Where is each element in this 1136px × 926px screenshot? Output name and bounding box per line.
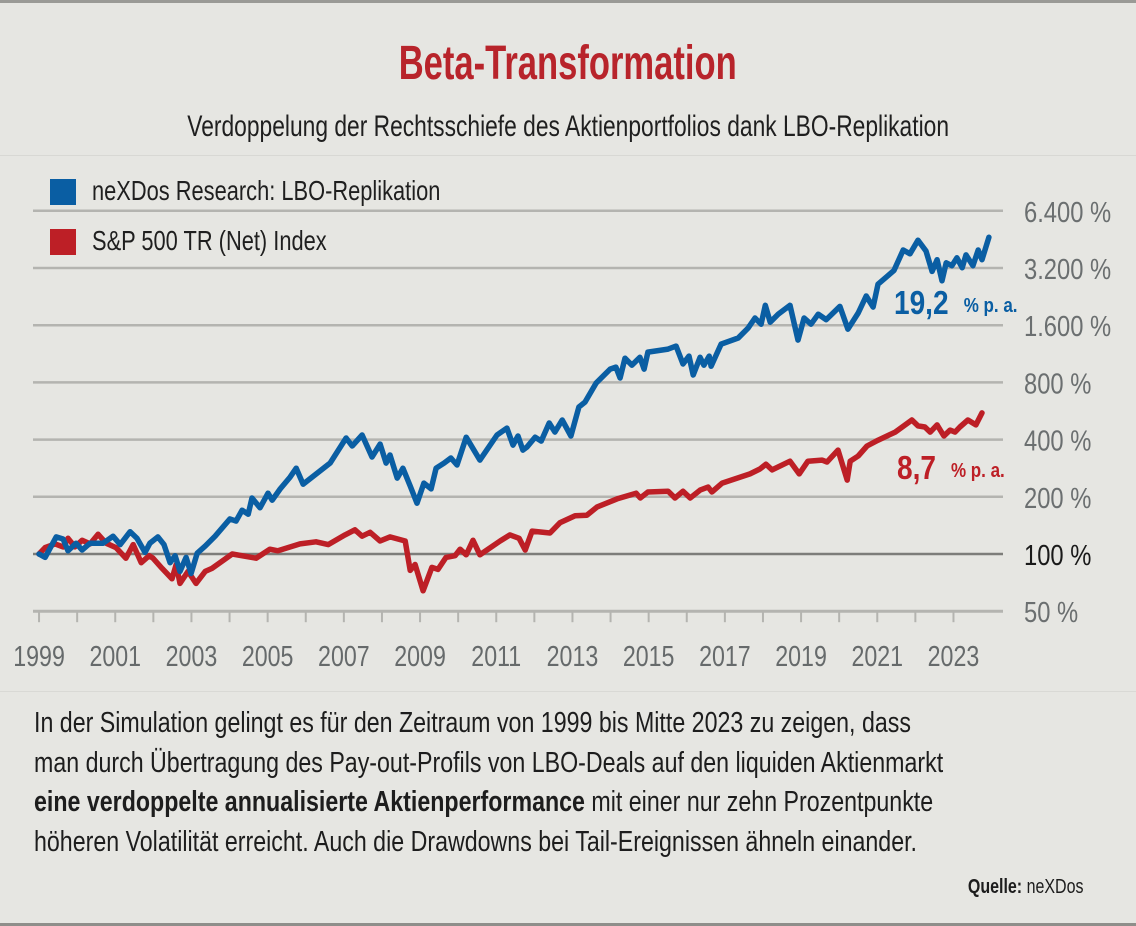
annual-return-unit: % p. a. (964, 294, 1018, 317)
x-tick-label: 2007 (318, 640, 370, 673)
x-tick-label: 2013 (547, 640, 599, 673)
annual-return-unit: % p. a. (951, 459, 1005, 482)
legend-label: S&P 500 TR (Net) Index (92, 225, 327, 256)
y-tick-label: 3.200 % (1024, 253, 1111, 286)
gridlines (33, 209, 1003, 613)
series-line-sp500 (36, 410, 985, 594)
x-tick-label: 2003 (166, 640, 218, 673)
y-tick-label: 400 % (1024, 424, 1091, 457)
x-tick-label: 2011 (471, 640, 521, 673)
x-tick-label: 2015 (623, 640, 675, 673)
description-text: In der Simulation gelingt es für den Zei… (34, 704, 1134, 862)
x-tick-label: 2001 (89, 640, 141, 673)
description-emphasis: eine verdoppelte annualisierte Aktienper… (34, 786, 585, 818)
legend-swatch-red (50, 229, 76, 255)
legend-label: neXDos Research: LBO-Replikation (92, 175, 441, 206)
y-tick-label: 800 % (1024, 367, 1091, 400)
source-note: Quelle: neXDos (968, 876, 1084, 899)
x-tick-label: 2005 (242, 640, 294, 673)
description-line: eine verdoppelte annualisierte Aktienper… (34, 783, 933, 823)
description-line: höheren Volatilität erreicht. Auch die D… (34, 825, 918, 858)
annotations: 19,2 % p. a. 8,7 % p. a. (894, 285, 1018, 487)
x-tick-label: 2021 (851, 640, 903, 673)
x-tick-label: 2009 (394, 640, 446, 673)
chart-title: Beta-Transformation (399, 37, 737, 90)
source-value: neXDos (1022, 876, 1084, 898)
y-axis-ticks: 50 % 100 % 200 % 400 % 800 % 1.600 % 3.200 % 6.… (1024, 196, 1111, 629)
x-tick-label: 2017 (699, 640, 751, 673)
legend-swatch-blue (50, 179, 76, 205)
series-line-lbo-replikation (36, 234, 992, 577)
bottom-border (0, 923, 1136, 926)
top-border (0, 0, 1136, 3)
x-tick-label: 2023 (928, 640, 980, 673)
header-divider (0, 155, 1136, 156)
source-label: Quelle: (968, 876, 1023, 898)
footer-divider (0, 691, 1136, 692)
description-line: In der Simulation gelingt es für den Zei… (34, 707, 911, 739)
chart-subtitle-wrap: Verdoppelung der Rechtsschiefe des Aktie… (0, 110, 1136, 144)
chart-subtitle: Verdoppelung der Rechtsschiefe des Aktie… (187, 110, 949, 143)
y-tick-label: 6.400 % (1024, 196, 1111, 229)
series-lines (36, 234, 992, 594)
x-tick-label: 2019 (775, 640, 827, 673)
y-tick-label: 100 % (1024, 539, 1091, 572)
description-line-rest: mit einer nur zehn Prozentpunkte (584, 786, 934, 818)
annual-return-value: 8,7 (897, 450, 936, 487)
x-axis: 1999 2001 2003 2005 2007 2009 2011 2013 2015 2017… (13, 611, 979, 673)
y-tick-label: 1.600 % (1024, 310, 1111, 343)
annual-return-annotation: 8,7 % p. a. (897, 450, 1005, 487)
description-line: man durch Übertragung des Pay-out-Profil… (34, 746, 944, 779)
annual-return-annotation: 19,2 % p. a. (894, 285, 1018, 322)
line-chart: 50 % 100 % 200 % 400 % 800 % 1.600 % 3.200 % 6.… (13, 196, 1111, 673)
y-tick-label: 50 % (1024, 596, 1078, 629)
annual-return-value: 19,2 (894, 285, 949, 322)
x-tick-label: 1999 (13, 640, 65, 673)
y-tick-label: 200 % (1024, 482, 1091, 515)
chart-title-wrap: Beta-Transformation (0, 36, 1136, 91)
